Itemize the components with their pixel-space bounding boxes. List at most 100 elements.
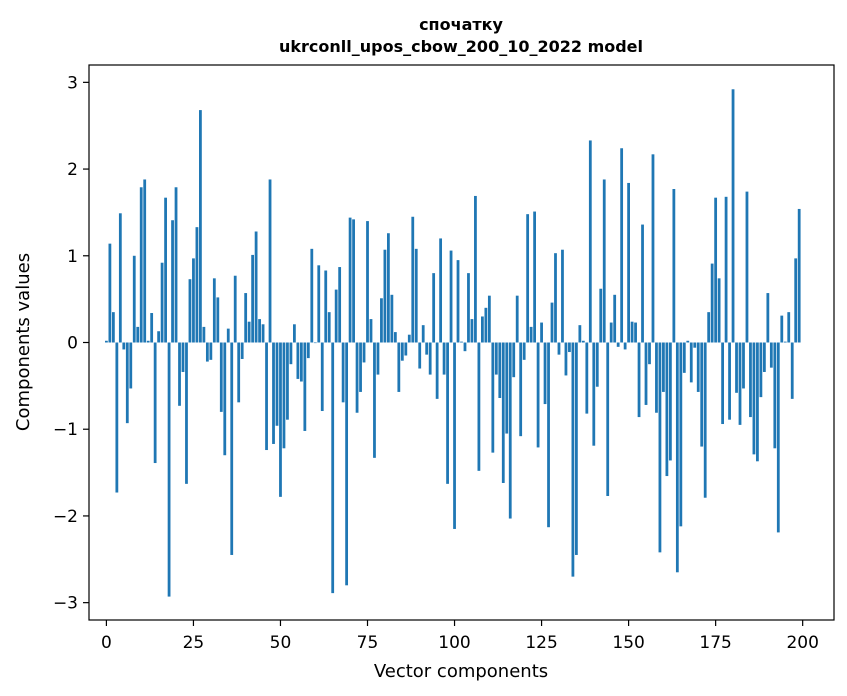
bar-64 xyxy=(327,312,331,343)
bars-group xyxy=(105,89,801,597)
bar-164 xyxy=(675,342,679,573)
bar-96 xyxy=(439,238,443,343)
bar-159 xyxy=(658,342,662,553)
bar-155 xyxy=(644,342,648,405)
bar-2 xyxy=(111,312,115,343)
bar-150 xyxy=(627,182,630,343)
bar-186 xyxy=(752,342,756,455)
bar-160 xyxy=(662,342,665,392)
bar-169 xyxy=(693,342,697,348)
bar-140 xyxy=(592,342,596,446)
bar-18 xyxy=(167,342,171,597)
bar-44 xyxy=(258,319,261,343)
bar-54 xyxy=(293,324,296,343)
bar-132 xyxy=(564,342,568,376)
bar-76 xyxy=(369,319,373,343)
bar-136 xyxy=(578,325,582,343)
bar-98 xyxy=(446,342,449,484)
y-tick-label-2: 2 xyxy=(67,160,78,180)
bar-19 xyxy=(171,220,174,343)
bar-38 xyxy=(237,342,241,403)
bar-4 xyxy=(118,213,122,343)
bar-199 xyxy=(797,208,801,343)
bar-52 xyxy=(286,342,289,420)
bar-100 xyxy=(453,342,456,529)
bar-24 xyxy=(188,279,192,343)
bar-1 xyxy=(108,243,112,343)
bar-151 xyxy=(630,321,634,343)
bar-12 xyxy=(146,340,150,343)
bar-73 xyxy=(359,342,362,392)
bar-191 xyxy=(769,342,773,368)
bar-80 xyxy=(383,249,387,343)
bar-170 xyxy=(696,342,700,392)
bar-26 xyxy=(195,227,199,343)
bar-133 xyxy=(568,342,571,353)
bar-77 xyxy=(373,342,376,458)
bar-95 xyxy=(435,342,439,399)
bar-85 xyxy=(400,342,404,361)
x-tick-label-0: 0 xyxy=(101,633,112,653)
bar-153 xyxy=(637,342,641,418)
bar-74 xyxy=(362,342,366,363)
bar-56 xyxy=(299,342,303,382)
bar-101 xyxy=(456,260,460,343)
bar-63 xyxy=(324,270,328,343)
y-axis-ticks: −3 −2 −1 0 1 2 3 xyxy=(53,73,89,614)
y-tick-label--2: −2 xyxy=(53,507,78,527)
bar-14 xyxy=(153,342,157,464)
bar-103 xyxy=(463,342,467,352)
bar-180 xyxy=(731,89,735,343)
bar-197 xyxy=(790,342,794,399)
bar-31 xyxy=(212,278,216,343)
bar-92 xyxy=(425,342,429,355)
bar-144 xyxy=(606,342,610,496)
bar-148 xyxy=(620,148,624,343)
bar-53 xyxy=(289,342,293,365)
bar-195 xyxy=(783,341,787,343)
bar-122 xyxy=(529,326,533,343)
bar-123 xyxy=(533,211,536,343)
bar-23 xyxy=(185,342,188,484)
bar-90 xyxy=(418,342,422,369)
bar-113 xyxy=(498,342,502,398)
bar-128 xyxy=(550,302,554,343)
y-tick-label--3: −3 xyxy=(53,594,78,614)
bar-20 xyxy=(174,187,178,343)
bar-67 xyxy=(338,267,342,343)
bar-104 xyxy=(467,273,470,343)
bar-15 xyxy=(157,331,161,343)
x-tick-label-100: 100 xyxy=(438,633,470,653)
bar-25 xyxy=(192,258,195,343)
bar-127 xyxy=(547,342,550,528)
bar-139 xyxy=(588,140,592,343)
bar-47 xyxy=(268,179,272,343)
bar-146 xyxy=(613,294,617,343)
bar-40 xyxy=(244,293,248,343)
bar-117 xyxy=(512,342,516,378)
bar-192 xyxy=(773,342,777,449)
chart-title-line2: ukrconll_upos_cbow_200_10_2022 model xyxy=(279,37,643,56)
bar-166 xyxy=(682,342,686,373)
bar-33 xyxy=(219,342,223,412)
bar-182 xyxy=(738,342,742,425)
bar-145 xyxy=(609,322,613,343)
bar-49 xyxy=(275,342,279,426)
bar-70 xyxy=(348,217,352,343)
bar-42 xyxy=(251,254,255,343)
bar-72 xyxy=(355,342,359,413)
bar-66 xyxy=(334,289,338,343)
bar-27 xyxy=(199,110,202,343)
bar-174 xyxy=(710,263,714,343)
bar-10 xyxy=(139,187,143,343)
bar-87 xyxy=(407,334,411,343)
bar-110 xyxy=(487,295,491,343)
bar-13 xyxy=(150,313,154,343)
bar-163 xyxy=(672,189,676,343)
bar-134 xyxy=(571,342,575,577)
bar-126 xyxy=(543,342,547,405)
bar-147 xyxy=(616,342,620,347)
plot-area-frame xyxy=(88,64,835,621)
bar-94 xyxy=(432,273,436,343)
bar-50 xyxy=(279,342,282,497)
